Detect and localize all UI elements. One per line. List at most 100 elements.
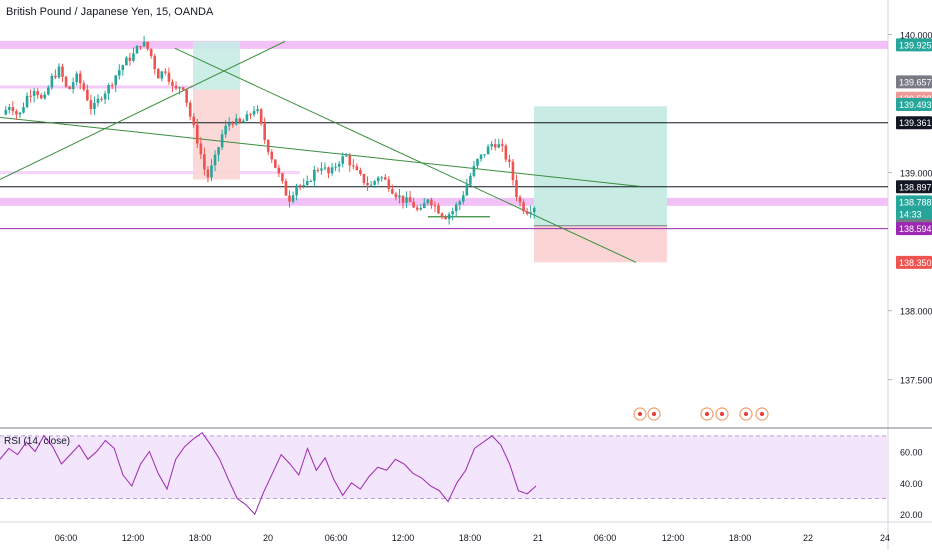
y-tick-label: 140.000 bbox=[900, 31, 932, 41]
price-label: 138.594 bbox=[899, 224, 932, 234]
candle-body bbox=[274, 159, 277, 168]
candle-body bbox=[71, 82, 75, 90]
rsi-y-tick-label: 40.00 bbox=[900, 479, 923, 489]
candle-body bbox=[309, 180, 313, 182]
candle-body bbox=[313, 169, 316, 181]
candle-body bbox=[125, 57, 128, 66]
candle-body bbox=[451, 211, 454, 215]
candle-body bbox=[61, 66, 64, 77]
candle-body bbox=[341, 156, 345, 164]
candle-body bbox=[344, 155, 348, 157]
candle-body bbox=[192, 116, 196, 126]
candle-body bbox=[490, 144, 493, 147]
candle-body bbox=[160, 71, 164, 79]
candle-body bbox=[47, 87, 50, 95]
candle-body bbox=[522, 202, 525, 212]
candle-body bbox=[167, 72, 171, 82]
event-dot bbox=[720, 412, 724, 416]
candle-body bbox=[93, 102, 96, 109]
candle-body bbox=[348, 155, 352, 166]
candle-body bbox=[153, 56, 157, 70]
candle-body bbox=[444, 217, 447, 220]
candle-body bbox=[295, 185, 298, 196]
candle-body bbox=[171, 81, 174, 86]
x-tick-label: 22 bbox=[803, 533, 813, 543]
candle-body bbox=[263, 123, 266, 141]
candle-body bbox=[25, 95, 29, 108]
price-label-badge bbox=[896, 195, 932, 209]
event-dot bbox=[652, 412, 656, 416]
candle-body bbox=[511, 161, 515, 181]
rsi-band-fill bbox=[0, 435, 888, 499]
candle-body bbox=[149, 48, 153, 57]
candle-body bbox=[281, 173, 284, 182]
candle-body bbox=[415, 207, 419, 210]
candle-body bbox=[252, 111, 256, 115]
candle-body bbox=[532, 207, 536, 213]
candle-body bbox=[352, 165, 355, 167]
candle-body bbox=[128, 57, 132, 61]
price-label-badge bbox=[896, 75, 932, 89]
x-tick-label: 12:00 bbox=[662, 533, 685, 543]
candle-body bbox=[391, 188, 394, 194]
candle-body bbox=[195, 125, 199, 144]
x-tick-label: 06:00 bbox=[594, 533, 617, 543]
candle-body bbox=[64, 76, 68, 87]
candle-body bbox=[117, 70, 121, 76]
candle-body bbox=[203, 154, 206, 170]
y-tick-label: 138.000 bbox=[900, 307, 932, 317]
x-tick-label: 12:00 bbox=[122, 533, 145, 543]
symbol-title: British Pound / Japanese Yen, 15, OANDA bbox=[6, 6, 214, 18]
candle-body bbox=[401, 195, 405, 203]
candle-body bbox=[174, 85, 178, 89]
x-tick-label: 18:00 bbox=[729, 533, 752, 543]
price-label: 139.657 bbox=[899, 77, 932, 87]
candle-body bbox=[259, 109, 263, 124]
candle-body bbox=[305, 181, 309, 186]
candle-body bbox=[405, 197, 408, 203]
candle-body bbox=[210, 165, 213, 178]
candle-body bbox=[121, 65, 125, 71]
candle-body bbox=[231, 123, 235, 125]
candle-body bbox=[82, 83, 86, 90]
candle-body bbox=[387, 179, 391, 189]
x-tick-label: 20 bbox=[263, 533, 273, 543]
candle-body bbox=[11, 107, 15, 112]
candle-body bbox=[525, 211, 529, 214]
candle-body bbox=[217, 147, 220, 155]
candle-body bbox=[334, 166, 337, 168]
candle-body bbox=[408, 197, 412, 202]
price-label: 14:33 bbox=[899, 210, 922, 220]
candle-body bbox=[39, 95, 43, 99]
candle-body bbox=[529, 212, 532, 214]
candle-body bbox=[380, 177, 384, 179]
candle-body bbox=[8, 107, 11, 110]
candle-body bbox=[89, 100, 93, 109]
candle-body bbox=[86, 89, 89, 101]
candle-body bbox=[398, 195, 401, 198]
pink-band bbox=[0, 197, 888, 206]
candle-body bbox=[50, 75, 54, 88]
candle-body bbox=[213, 154, 217, 166]
candle-body bbox=[298, 185, 302, 187]
rsi-y-tick-label: 60.00 bbox=[900, 448, 923, 458]
candle-body bbox=[518, 197, 522, 203]
price-label-badge bbox=[896, 98, 932, 112]
target-zone bbox=[534, 106, 667, 226]
price-label: 138.897 bbox=[899, 182, 932, 192]
x-tick-label: 24 bbox=[880, 533, 890, 543]
price-label: 138.350 bbox=[899, 258, 932, 268]
pink-band-short bbox=[0, 171, 300, 175]
candle-body bbox=[29, 95, 32, 97]
candle-body bbox=[355, 166, 359, 171]
candle-body bbox=[78, 73, 82, 84]
candle-body bbox=[245, 114, 249, 121]
candle-body bbox=[36, 91, 39, 96]
rsi-y-tick-label: 20.00 bbox=[900, 510, 923, 520]
candle-body bbox=[75, 73, 79, 83]
candle-body bbox=[486, 146, 490, 155]
candle-body bbox=[323, 167, 327, 169]
x-tick-label: 12:00 bbox=[392, 533, 415, 543]
